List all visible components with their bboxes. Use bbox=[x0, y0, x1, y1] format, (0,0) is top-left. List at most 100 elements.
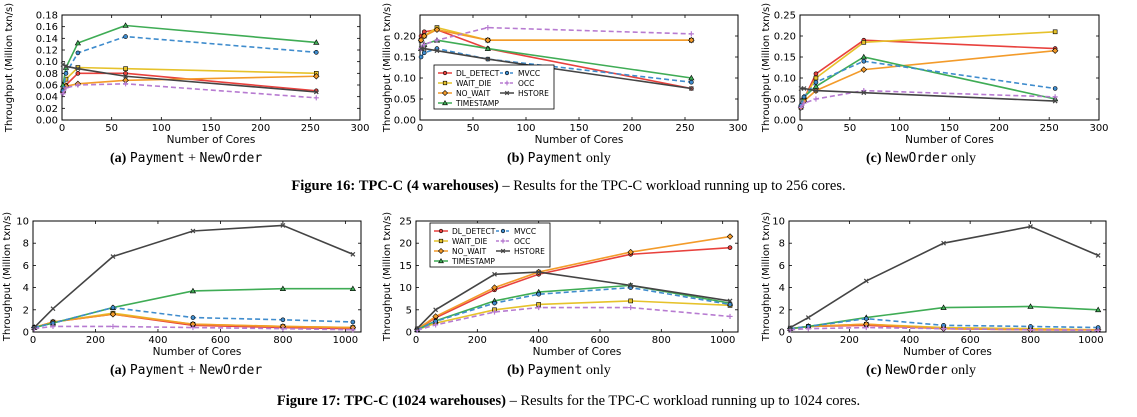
data-point bbox=[63, 63, 69, 69]
x-tick-label: 800 bbox=[273, 335, 292, 346]
data-point bbox=[940, 326, 947, 332]
data-point bbox=[433, 307, 439, 313]
figure-label: Figure 16: bbox=[291, 178, 356, 194]
x-tick-label: 50 bbox=[105, 123, 118, 134]
data-point bbox=[627, 248, 634, 256]
subcaption-16b: (b) Payment only bbox=[507, 151, 611, 167]
data-point bbox=[1095, 306, 1102, 313]
data-point bbox=[109, 311, 117, 318]
data-point bbox=[60, 62, 66, 68]
chart-svg: 0 200 400 600 800 1000 0 2 4 6 8 10 Number of Cores T… bbox=[761, 212, 1107, 358]
data-point bbox=[485, 56, 491, 62]
data-point bbox=[350, 327, 356, 333]
subcaption-letter: (c) bbox=[866, 363, 882, 378]
data-point bbox=[74, 39, 82, 46]
figure-text: – Results for the TPC-C workload running… bbox=[502, 178, 846, 194]
legend-label: TIMESTAMP bbox=[451, 257, 495, 266]
data-point bbox=[726, 233, 734, 240]
y-tick-label: 0.10 bbox=[36, 57, 58, 68]
data-point bbox=[500, 238, 506, 244]
x-tick-label: 100 bbox=[516, 123, 535, 134]
legend-label: WAIT_DIE bbox=[452, 237, 488, 246]
data-point bbox=[727, 302, 733, 307]
x-tick-label: 0 bbox=[797, 123, 803, 134]
data-point bbox=[727, 245, 733, 250]
x-tick-label: 0 bbox=[786, 335, 792, 346]
data-point bbox=[801, 94, 807, 100]
data-point bbox=[280, 223, 286, 228]
data-point bbox=[798, 104, 804, 110]
data-point bbox=[313, 95, 319, 101]
chart-svg: 0 200 400 600 800 1000 0 2 4 6 8 10 Number of Cores T… bbox=[2, 212, 362, 358]
legend-label: HSTORE bbox=[514, 247, 545, 256]
x-tick-label: 400 bbox=[529, 335, 548, 346]
chart-svg: 0 50 100 150 200 250 3000.000.020.040.060.080.… bbox=[4, 3, 370, 146]
x-tick-label: 800 bbox=[652, 335, 671, 346]
data-point bbox=[1052, 29, 1058, 35]
data-point bbox=[434, 48, 440, 54]
x-tick-label: 250 bbox=[1040, 123, 1059, 134]
data-point bbox=[50, 306, 56, 312]
figure-title: TPC-C (4 warehouses) bbox=[358, 178, 499, 194]
y-tick-label: 0.14 bbox=[36, 34, 58, 45]
plot-frame bbox=[788, 220, 1107, 333]
chart-fig16-b: 0 50 100 150 200 250 300 0.00 0.05 0.10 0.15 0.20 Nu… bbox=[379, 0, 758, 150]
data-point bbox=[504, 90, 510, 96]
data-point bbox=[805, 326, 811, 332]
legend-box bbox=[433, 64, 555, 110]
data-point bbox=[941, 240, 946, 246]
x-axis-label: Number of Cores bbox=[533, 346, 622, 358]
x-tick-label: 0 bbox=[417, 123, 423, 134]
data-point bbox=[485, 25, 491, 31]
chart-fig17-a: 0 200 400 600 800 1000 0 2 4 6 8 10 Number of Cores T… bbox=[0, 208, 379, 358]
data-point bbox=[863, 324, 869, 331]
x-tick-label: 1000 bbox=[710, 335, 735, 346]
data-point bbox=[189, 287, 197, 294]
series-line-hstore bbox=[789, 225, 1099, 329]
data-point bbox=[504, 80, 510, 86]
y-tick-label: 0.05 bbox=[774, 95, 796, 106]
chart-svg: 0 50 100 150 200 250 300 0.00 0.05 0.10 0.15 0.20 0.… bbox=[761, 3, 1109, 146]
data-point bbox=[536, 304, 542, 311]
legend-label: MVCC bbox=[514, 227, 536, 236]
data-point bbox=[801, 86, 807, 91]
x-axis-label: Number of Cores bbox=[903, 346, 992, 358]
y-tick-label: 2 bbox=[779, 305, 785, 316]
x-tick-label: 200 bbox=[468, 335, 487, 346]
y-tick-label: 0.00 bbox=[394, 116, 416, 127]
y-tick-label: 0.18 bbox=[36, 11, 58, 22]
subcaption-16a: (a) Payment + NewOrder bbox=[110, 151, 262, 167]
data-point bbox=[63, 85, 69, 91]
data-point bbox=[1095, 252, 1101, 258]
subcaption-17c: (c) NewOrder only bbox=[866, 363, 976, 379]
subcaption-letter: (a) bbox=[110, 151, 127, 166]
x-tick-label: 600 bbox=[961, 335, 980, 346]
data-point bbox=[110, 323, 116, 330]
data-point bbox=[438, 228, 444, 234]
y-tick-label: 25 bbox=[399, 217, 412, 228]
data-point bbox=[688, 31, 694, 37]
y-tick-label: 20 bbox=[399, 239, 412, 250]
data-point bbox=[190, 324, 196, 331]
x-tick-label: 300 bbox=[350, 123, 369, 134]
data-point bbox=[438, 257, 444, 264]
series-line-hstore bbox=[416, 271, 731, 330]
data-point bbox=[50, 323, 56, 330]
data-point bbox=[861, 90, 867, 96]
data-point bbox=[433, 322, 439, 328]
subcaption-letter: (b) bbox=[507, 363, 525, 378]
data-point bbox=[280, 317, 286, 323]
x-tick-label: 400 bbox=[148, 335, 167, 346]
data-point bbox=[628, 298, 633, 304]
legend-box bbox=[429, 222, 551, 268]
subcaption-tail: only bbox=[947, 363, 977, 378]
x-tick-label: 1000 bbox=[1078, 335, 1103, 346]
x-tick-label: 300 bbox=[1089, 123, 1108, 134]
data-point bbox=[421, 41, 427, 47]
y-tick-label: 4 bbox=[779, 283, 785, 294]
y-tick-label: 10 bbox=[772, 217, 785, 228]
x-tick-label: 300 bbox=[728, 123, 747, 134]
data-point bbox=[123, 71, 128, 76]
data-point bbox=[805, 315, 811, 320]
